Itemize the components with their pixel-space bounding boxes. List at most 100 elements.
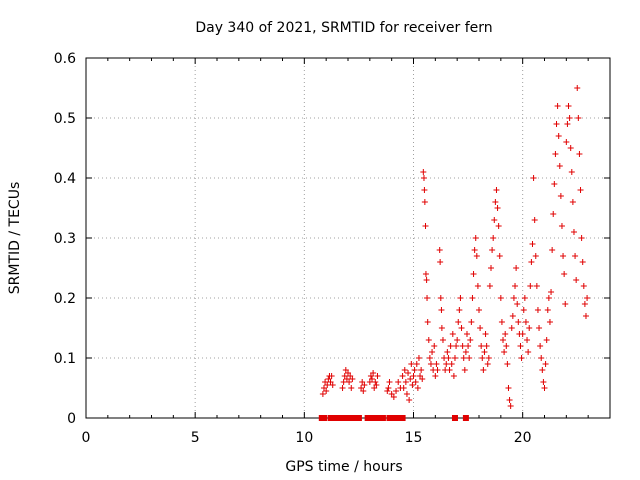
baseline-point	[399, 415, 406, 421]
data-point	[444, 349, 451, 355]
data-point	[504, 361, 511, 367]
data-point	[491, 217, 498, 223]
data-point	[448, 361, 455, 367]
data-point	[433, 361, 440, 367]
data-point	[508, 325, 515, 331]
data-point	[578, 235, 585, 241]
data-point	[490, 235, 497, 241]
data-point	[531, 217, 538, 223]
data-point	[425, 337, 432, 343]
data-point	[557, 193, 564, 199]
data-point	[539, 367, 546, 373]
data-point	[525, 349, 532, 355]
data-point	[488, 265, 495, 271]
data-point	[457, 295, 464, 301]
data-point	[524, 337, 531, 343]
data-point	[451, 355, 458, 361]
data-point	[550, 211, 557, 217]
data-points	[318, 85, 591, 421]
data-point	[577, 187, 584, 193]
data-point	[408, 361, 415, 367]
data-point	[329, 382, 336, 388]
x-tick-label: 0	[82, 430, 91, 446]
data-point	[461, 367, 468, 373]
data-point	[502, 331, 509, 337]
baseline-point	[355, 415, 362, 421]
data-point	[478, 343, 485, 349]
data-point	[518, 355, 525, 361]
baseline-point	[320, 415, 327, 421]
data-point	[568, 169, 575, 175]
data-point	[573, 277, 580, 283]
data-point	[546, 319, 553, 325]
baseline-point	[366, 415, 373, 421]
data-point	[494, 205, 501, 211]
data-point	[419, 376, 426, 382]
data-point	[453, 343, 460, 349]
data-point	[463, 331, 470, 337]
data-point	[526, 325, 533, 331]
x-tick-label: 5	[191, 430, 200, 446]
data-point	[436, 247, 443, 253]
data-point	[438, 307, 445, 313]
plot-frame	[85, 57, 611, 419]
data-point	[584, 295, 591, 301]
data-point	[361, 382, 368, 388]
data-point	[420, 175, 427, 181]
data-point	[445, 355, 452, 361]
data-point	[544, 307, 551, 313]
data-point	[460, 355, 467, 361]
baseline-point	[379, 415, 386, 421]
data-point	[426, 355, 433, 361]
data-point	[413, 361, 420, 367]
data-point	[534, 307, 541, 313]
data-point	[479, 355, 486, 361]
data-point	[513, 265, 520, 271]
data-point	[340, 379, 347, 385]
data-point	[561, 271, 568, 277]
baseline-point	[373, 415, 380, 421]
data-point	[537, 343, 544, 349]
data-point	[455, 319, 462, 325]
data-point	[580, 283, 587, 289]
y-tick-label: 0.2	[54, 291, 76, 307]
data-point	[401, 367, 408, 373]
baseline-point	[388, 415, 395, 421]
data-point	[489, 247, 496, 253]
data-point	[492, 199, 499, 205]
data-point	[466, 355, 473, 361]
data-point	[420, 169, 427, 175]
data-point	[427, 361, 434, 367]
x-tick-label: 10	[295, 430, 313, 446]
data-point	[348, 385, 355, 391]
data-point	[339, 385, 346, 391]
data-point	[481, 349, 488, 355]
data-point	[545, 295, 552, 301]
data-point	[552, 151, 559, 157]
data-point	[548, 289, 555, 295]
data-point	[505, 385, 512, 391]
data-point	[449, 331, 456, 337]
data-point	[422, 223, 429, 229]
data-point	[517, 343, 524, 349]
data-point	[495, 223, 502, 229]
data-point	[496, 253, 503, 259]
data-point	[579, 259, 586, 265]
data-point	[581, 301, 588, 307]
data-point	[386, 379, 393, 385]
data-point	[410, 373, 417, 379]
data-point	[403, 391, 410, 397]
y-tick-label: 0.6	[54, 51, 76, 67]
data-point	[555, 133, 562, 139]
data-point	[384, 388, 391, 394]
data-point	[556, 163, 563, 169]
data-point	[369, 376, 376, 382]
data-point	[319, 391, 326, 397]
data-point	[372, 379, 379, 385]
data-point	[473, 253, 480, 259]
data-point	[529, 241, 536, 247]
y-tick-label: 0	[67, 411, 76, 427]
data-point	[543, 337, 550, 343]
data-point	[538, 355, 545, 361]
baseline-point	[451, 415, 458, 421]
